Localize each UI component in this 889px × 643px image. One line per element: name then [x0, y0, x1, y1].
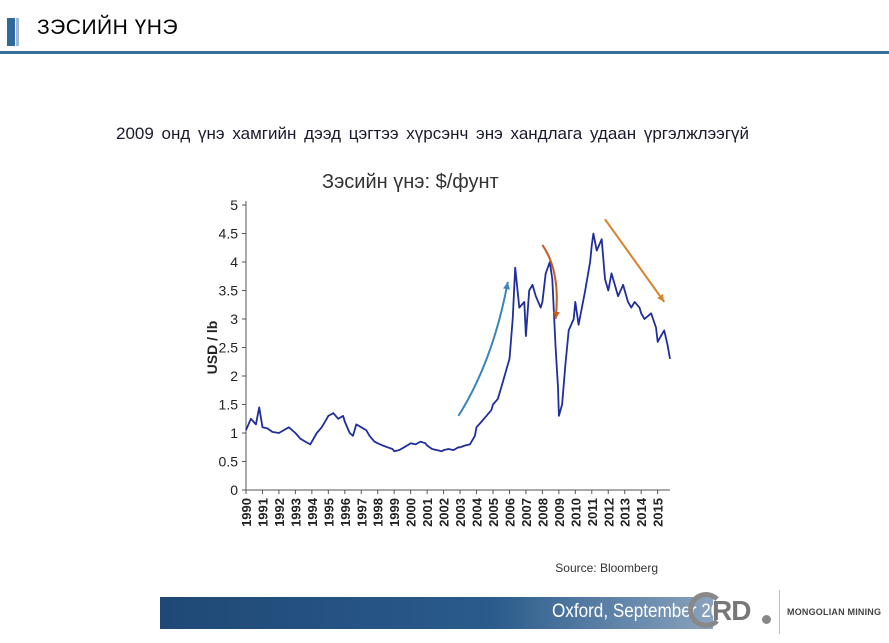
x-tick-label: 2001: [420, 498, 435, 527]
page-title: ЗЭСИЙН ҮНЭ: [37, 16, 179, 39]
title-divider: [0, 51, 889, 54]
logo-text: RD: [712, 595, 751, 626]
x-tick-label: 2013: [618, 498, 633, 527]
x-tick-label: 1993: [288, 498, 303, 527]
chart-title: Зэсийн үнэ: $/фунт: [322, 171, 499, 193]
y-tick-label: 0.5: [219, 454, 239, 470]
trend-arrow-head-icon: [552, 311, 560, 319]
title-accent-bar-light: [16, 18, 19, 46]
x-tick-label: 1996: [338, 498, 353, 527]
x-tick-label: 1997: [354, 498, 369, 527]
y-tick-label: 3: [230, 311, 238, 327]
slide-subtitle: 2009 онд үнэ хамгийн дээд цэгтээ хүрсэнч…: [116, 124, 750, 143]
x-tick-label: 1992: [272, 498, 287, 527]
x-tick-label: 1998: [371, 498, 386, 527]
x-tick-label: 2014: [634, 497, 649, 527]
title-accent-bar: [7, 18, 15, 46]
y-tick-label: 4.5: [219, 226, 239, 242]
x-tick-label: 1990: [239, 498, 254, 527]
y-tick-label: 0: [230, 482, 238, 498]
footer-band: [160, 597, 713, 629]
brand-name: MONGOLIAN MINING: [787, 607, 882, 617]
y-tick-label: 5: [230, 197, 238, 213]
x-tick-label: 2005: [486, 498, 501, 527]
trend-arrow-line: [541, 244, 558, 320]
chart-source: Source: Bloomberg: [555, 561, 658, 575]
x-tick-label: 2009: [552, 498, 567, 527]
y-axis-label: USD / lb: [204, 321, 220, 375]
x-tick-label: 2002: [437, 498, 452, 527]
copper-price-line: [245, 232, 671, 453]
x-tick-label: 2012: [601, 498, 616, 527]
logo-divider: [779, 590, 780, 634]
x-tick-label: 2011: [585, 498, 600, 526]
x-tick-label: 1994: [305, 497, 320, 527]
x-tick-label: 2006: [502, 498, 517, 527]
y-tick-label: 3.5: [219, 283, 239, 299]
y-tick-label: 1: [230, 425, 238, 441]
x-tick-label: 2015: [651, 498, 666, 527]
x-tick-label: 2003: [453, 498, 468, 527]
x-tick-label: 2000: [404, 498, 419, 527]
logo-ring-icon: [688, 592, 724, 628]
y-tick-label: 2.5: [219, 340, 239, 356]
trend-arrow-line: [457, 281, 509, 417]
x-tick-label: 2007: [519, 498, 534, 527]
logo-dot-icon: [762, 615, 771, 624]
x-tick-label: 1991: [255, 498, 270, 527]
x-tick-label: 2008: [535, 498, 550, 527]
trend-arrow-head-icon: [503, 281, 510, 290]
x-tick-label: 1999: [387, 498, 402, 527]
trend-arrow-head-icon: [657, 294, 665, 302]
y-tick-label: 4: [230, 254, 238, 270]
x-tick-label: 2010: [568, 498, 583, 527]
y-tick-label: 1.5: [219, 397, 239, 413]
x-tick-label: 1995: [321, 498, 336, 527]
x-tick-label: 2004: [470, 497, 485, 527]
trend-arrow-line: [604, 218, 666, 303]
y-tick-label: 2: [230, 368, 238, 384]
